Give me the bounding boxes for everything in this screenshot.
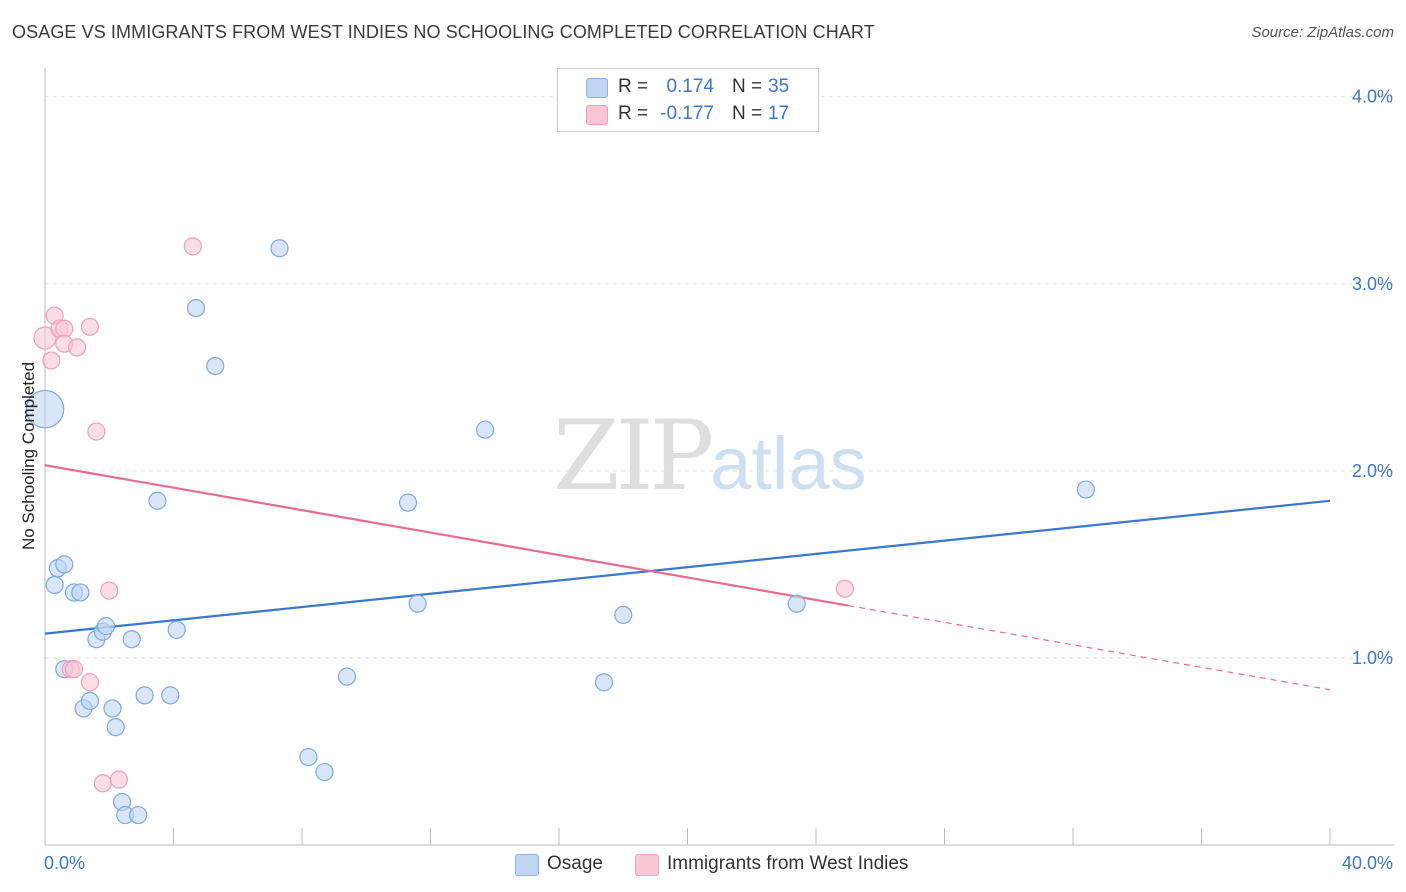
west-indies-point: [87, 422, 106, 441]
osage-point: [106, 718, 125, 737]
osage-point: [103, 699, 122, 718]
osage-point: [315, 762, 334, 782]
legend-row-osage: R = 0.174 N = 35: [558, 74, 818, 100]
osage-point: [787, 594, 806, 613]
series-legend: Osage Immigrants from West Indies: [0, 852, 1406, 878]
osage-point: [270, 239, 289, 258]
osage-point: [148, 491, 167, 510]
x-tick-label: 40.0%: [1342, 853, 1393, 873]
n-label: N =: [732, 103, 763, 124]
osage-swatch: [586, 78, 608, 98]
legend-label: Osage: [547, 853, 603, 874]
osage-point: [45, 575, 64, 595]
osage-swatch: [515, 854, 539, 876]
osage-point: [614, 605, 633, 625]
y-tick-label: 3.0%: [1352, 274, 1393, 294]
west-indies-point: [835, 579, 855, 598]
osage-point: [71, 583, 90, 602]
osage-point: [408, 594, 427, 613]
y-tick-label: 2.0%: [1352, 461, 1393, 481]
osage-point: [476, 420, 495, 439]
west-indies-point: [42, 351, 61, 370]
west-indies-point: [100, 581, 119, 600]
watermark: ZIPatlas: [553, 400, 867, 512]
tick-labels: 1.0% 2.0% 3.0% 4.0% 0.0% 40.0%: [44, 87, 1393, 873]
osage-point: [594, 673, 614, 692]
x-tick-label: 0.0%: [44, 853, 85, 873]
osage-point: [135, 686, 154, 705]
west-indies-swatch: [635, 854, 659, 876]
osage-point: [55, 555, 74, 574]
osage-point: [25, 389, 65, 429]
n-value: 35: [768, 76, 790, 97]
r-label: R =: [618, 103, 649, 124]
osage-point: [161, 686, 180, 705]
r-value: 0.174: [666, 76, 714, 97]
chart-title: OSAGE VS IMMIGRANTS FROM WEST INDIES NO …: [12, 22, 875, 42]
r-value: -0.177: [660, 103, 714, 124]
west-indies-point: [109, 770, 128, 789]
west-indies-point: [80, 673, 100, 692]
axes: [44, 68, 1395, 846]
osage-point: [167, 620, 186, 639]
west-indies-point: [33, 326, 57, 350]
osage-point: [96, 617, 116, 636]
gridlines: [45, 96, 1395, 659]
watermark-zip: ZIP: [553, 400, 714, 512]
correlation-legend: R = 0.174 N = 35 R = -0.177 N = 17: [557, 68, 819, 132]
osage-point: [186, 299, 206, 318]
trendline-west-indies: [44, 464, 849, 607]
osage-point: [122, 630, 141, 649]
y-tick-label: 4.0%: [1352, 87, 1393, 107]
osage-point: [80, 691, 100, 711]
osage-point: [337, 667, 357, 686]
source-credit: Source: ZipAtlas.com: [1251, 24, 1394, 41]
trendline-osage: [44, 499, 1331, 635]
y-axis-label: No Schooling Completed: [19, 362, 38, 550]
osage-point: [206, 356, 225, 376]
west-indies-point: [68, 338, 87, 357]
r-label: R =: [618, 76, 649, 97]
osage-point: [129, 805, 148, 825]
legend-label: Immigrants from West Indies: [667, 853, 909, 874]
n-value: 17: [768, 103, 790, 124]
osage-point: [299, 747, 318, 767]
trendline-west-indies: [848, 604, 1331, 691]
west-indies-point: [93, 774, 112, 793]
legend-row-west-indies: R = -0.177 N = 17: [558, 101, 818, 127]
osage-point: [1076, 480, 1095, 499]
west-indies-point: [64, 660, 84, 679]
west-indies-swatch: [586, 105, 608, 125]
y-tick-label: 1.0%: [1352, 648, 1393, 668]
trendlines: [44, 464, 1331, 691]
data-points: [25, 237, 1095, 825]
west-indies-point: [183, 237, 202, 256]
n-label: N =: [732, 76, 763, 97]
west-indies-point: [80, 317, 100, 336]
osage-point: [398, 493, 418, 512]
watermark-atlas: atlas: [710, 422, 867, 505]
